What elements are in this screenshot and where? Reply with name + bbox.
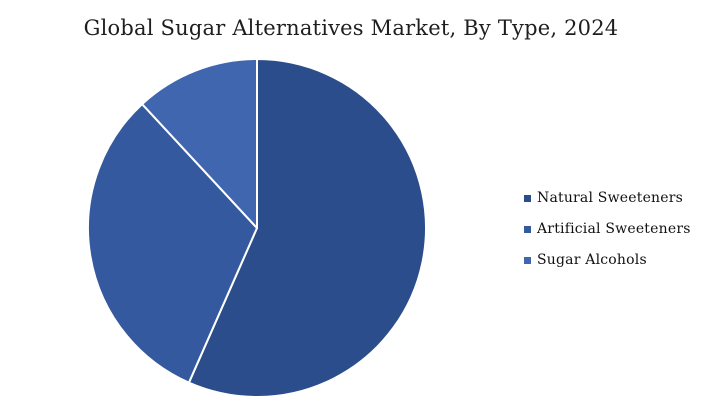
legend-item-natural-sweeteners: Natural Sweeteners bbox=[524, 188, 691, 208]
chart-title: Global Sugar Alternatives Market, By Typ… bbox=[83, 16, 619, 40]
legend-label: Natural Sweeteners bbox=[537, 190, 684, 206]
legend-swatch-icon bbox=[524, 256, 531, 264]
legend-swatch-icon bbox=[524, 194, 531, 202]
legend-item-artificial-sweeteners: Artificial Sweeteners bbox=[524, 219, 691, 239]
legend-item-sugar-alcohols: Sugar Alcohols bbox=[524, 250, 691, 270]
pie-slice-natural-sweeteners bbox=[187, 58, 427, 398]
legend-label: Sugar Alcohols bbox=[537, 252, 647, 268]
legend-swatch-icon bbox=[524, 225, 531, 233]
legend: Natural Sweeteners Artificial Sweeteners… bbox=[524, 188, 691, 281]
legend-label: Artificial Sweeteners bbox=[537, 221, 691, 237]
pie-slice-artificial-sweeteners bbox=[87, 103, 258, 384]
pie-slice-sugar-alcohols bbox=[141, 58, 258, 229]
